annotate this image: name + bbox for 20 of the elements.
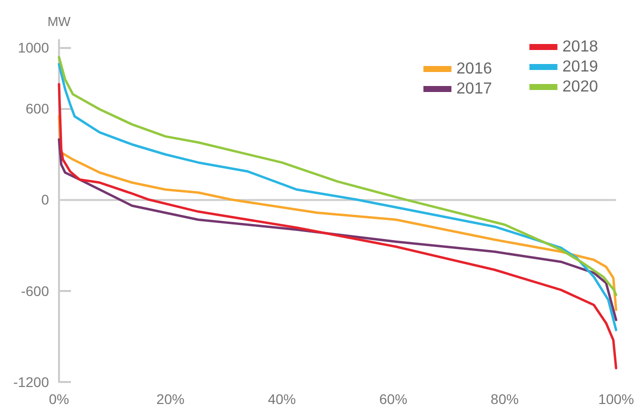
line-series [58, 115, 618, 312]
legend-label: 2017 [456, 80, 492, 98]
x-tick-label: 0% [48, 391, 70, 407]
y-tick-label: -600 [20, 282, 50, 299]
legend-label: 2018 [562, 38, 598, 56]
x-tick-label: 40% [268, 391, 296, 407]
legend-label: 2019 [562, 58, 598, 76]
x-tick-label: 60% [379, 391, 408, 407]
line-series [58, 56, 618, 296]
x-tick-label: 20% [156, 391, 184, 407]
y-tick-label: -1200 [13, 374, 50, 390]
line-series [58, 138, 618, 322]
x-tick-label: 100% [598, 391, 634, 407]
x-tick-label: 80% [490, 391, 519, 407]
y-axis-title: MW [47, 14, 72, 29]
y-tick-label: 1000 [18, 40, 50, 56]
legend-label: 2016 [456, 60, 492, 78]
y-tick-label: 600 [26, 100, 50, 116]
legend-label: 2020 [562, 78, 598, 96]
y-tick-label: 0 [41, 192, 50, 208]
